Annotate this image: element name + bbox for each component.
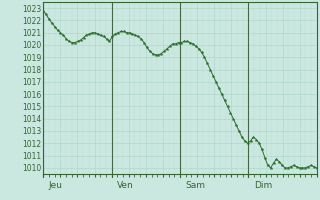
- Text: Sam: Sam: [186, 181, 206, 190]
- Text: Jeu: Jeu: [49, 181, 63, 190]
- Text: Ven: Ven: [117, 181, 134, 190]
- Text: Dim: Dim: [254, 181, 272, 190]
